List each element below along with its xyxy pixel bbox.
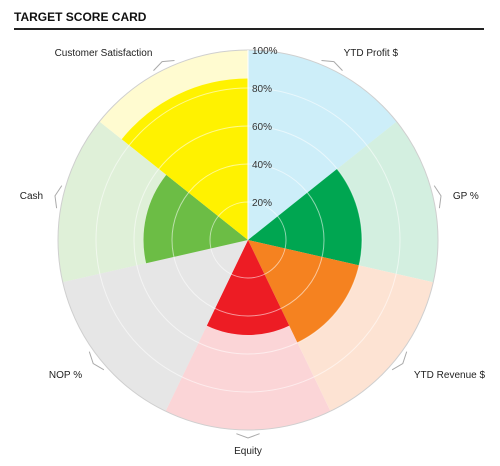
- label-bracket-cash: [54, 185, 63, 209]
- category-label-cash: Cash: [20, 191, 43, 202]
- chart-header: TARGET SCORE CARD: [14, 8, 484, 30]
- value-sector-equity: [206, 240, 290, 335]
- value-sector-gp: [248, 168, 362, 266]
- label-bracket-gp: [433, 185, 442, 209]
- target-sector-equity: [165, 240, 331, 430]
- tick-label-4: 80%: [252, 84, 272, 95]
- label-bracket-ytd-revenue: [391, 351, 408, 371]
- value-sector-cash: [143, 174, 248, 264]
- value-sector-ytd-profit: [248, 50, 397, 240]
- label-bracket-ytd-profit: [321, 60, 343, 71]
- value-sector-customer-satisfaction: [121, 78, 248, 240]
- tick-label-2: 40%: [252, 160, 272, 171]
- tick-label-1: 20%: [252, 198, 272, 209]
- tick-label-3: 60%: [252, 122, 272, 133]
- value-sector-nop: [62, 240, 249, 412]
- tick-label-5: 100%: [252, 46, 278, 57]
- chart-title: TARGET SCORE CARD: [14, 10, 147, 24]
- category-label-customer-satisfaction: Customer Satisfaction: [55, 48, 153, 59]
- radial-axis: 20% 40% 60% 80% 100%: [247, 46, 278, 240]
- category-labels: YTD Profit $ GP % YTD Revenue $ Equity NOP %…: [20, 48, 486, 457]
- category-label-ytd-profit: YTD Profit $: [344, 48, 399, 59]
- label-bracket-customer-satisfaction: [153, 60, 175, 71]
- label-bracket-nop: [88, 351, 105, 371]
- category-label-ytd-revenue: YTD Revenue $: [414, 370, 486, 381]
- label-bracket-equity: [236, 433, 260, 439]
- category-label-gp: GP %: [453, 191, 479, 202]
- category-label-equity: Equity: [234, 446, 262, 457]
- category-label-nop: NOP %: [49, 370, 82, 381]
